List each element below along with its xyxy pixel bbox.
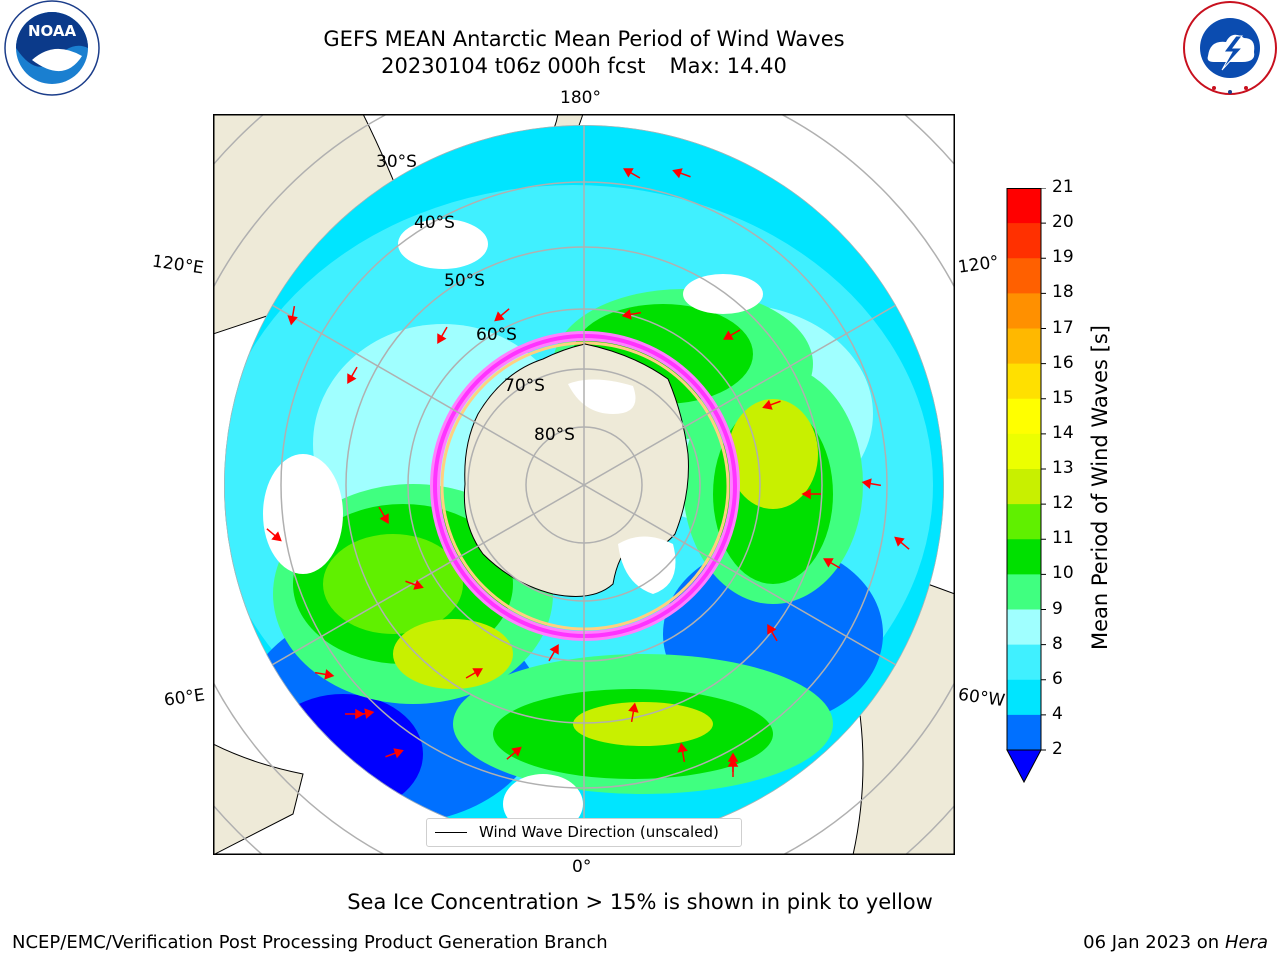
chart-title: GEFS MEAN Antarctic Mean Period of Wind …: [323, 27, 845, 51]
date-label: 06 Jan 2023 on: [1083, 932, 1220, 953]
colorbar-segment: [1007, 328, 1041, 365]
colorbar-tick-label: 6: [1052, 668, 1063, 689]
colorbar-tick-label: 15: [1052, 387, 1074, 408]
lon-label-top: 180°: [560, 88, 601, 108]
colorbar-segment: [1007, 539, 1041, 575]
colorbar-tick-label: 9: [1052, 598, 1063, 619]
colorbar-tick-label: 20: [1052, 212, 1074, 233]
colorbar-tick-label: 18: [1052, 282, 1074, 303]
wind-arrows: [266, 168, 910, 777]
colorbar: [1006, 188, 1046, 784]
lon-label-lower-left: 60°E: [162, 685, 207, 711]
colorbar-label: Mean Period of Wind Waves [s]: [1088, 325, 1112, 650]
colorbar-tick-label: 11: [1052, 528, 1074, 549]
lat-label-50s: 50°S: [444, 271, 485, 291]
colorbar-segment: [1007, 469, 1041, 505]
colorbar-extend-arrow: [1006, 749, 1042, 784]
legend-label: Wind Wave Direction (unscaled): [479, 823, 719, 841]
polar-map: [213, 114, 955, 855]
date-text: 06 Jan 2023 on Hera: [1083, 932, 1268, 953]
colorbar-segment: [1007, 363, 1041, 400]
colorbar-segment: [1007, 714, 1041, 751]
colorbar-segment: [1007, 398, 1041, 435]
colorbar-tick-label: 12: [1052, 493, 1074, 514]
lat-label-40s: 40°S: [414, 213, 455, 233]
max-value: Max: 14.40: [669, 54, 787, 78]
colorbar-tick-label: 8: [1052, 633, 1063, 654]
legend-line: [435, 832, 467, 833]
run-label: 20230104 t06z 000h fcst: [381, 54, 646, 78]
sea-ice-note: Sea Ice Concentration > 15% is shown in …: [347, 890, 933, 914]
lon-label-lower-right: 60°W: [956, 684, 1007, 712]
colorbar-tick-label: 10: [1052, 563, 1074, 584]
nws-logo: [1183, 1, 1277, 95]
colorbar-tick-label: 16: [1052, 352, 1074, 373]
chart-subtitle: 20230104 t06z 000h fcst Max: 14.40: [0, 53, 1168, 80]
lat-label-80s: 80°S: [534, 425, 575, 445]
credit-text: NCEP/EMC/Verification Post Processing Pr…: [12, 932, 608, 953]
colorbar-segment: [1007, 679, 1041, 716]
colorbar-tick-label: 2: [1052, 739, 1063, 759]
svg-text:NOAA: NOAA: [28, 22, 77, 40]
colorbar-tick-label: 4: [1052, 703, 1063, 724]
ice-shelf-weddell: [618, 536, 676, 594]
ice-shelf-white: [568, 379, 636, 414]
colorbar-segment: [1007, 258, 1041, 294]
lat-label-60s: 60°S: [476, 325, 517, 345]
lat-label-30s: 30°S: [376, 152, 417, 172]
lat-label-70s: 70°S: [504, 376, 545, 396]
colorbar-segment: [1007, 433, 1041, 470]
noaa-logo: NOAA: [4, 0, 100, 96]
colorbar-segment: [1007, 293, 1041, 329]
colorbar-segment: [1007, 574, 1041, 610]
land-africa-lower-left: [213, 743, 304, 855]
host-label: Hera: [1224, 932, 1268, 953]
lon-label-upper-left: 120°E: [150, 251, 205, 279]
colorbar-segment: [1007, 609, 1041, 646]
colorbar-segment: [1007, 223, 1041, 259]
colorbar-tick-label: 21: [1052, 177, 1074, 197]
lon-label-bottom: 0°: [572, 857, 592, 877]
colorbar-tick-label: 19: [1052, 247, 1074, 268]
colorbar-tick-label: 13: [1052, 458, 1074, 478]
colorbar-tick-label: 14: [1052, 422, 1074, 443]
colorbar-tick-label: 17: [1052, 317, 1074, 338]
colorbar-segment: [1007, 188, 1041, 224]
lon-label-upper-right: 120°: [956, 252, 1001, 278]
map-legend: Wind Wave Direction (unscaled): [426, 818, 742, 847]
colorbar-segment: [1007, 644, 1041, 681]
colorbar-segment: [1007, 504, 1041, 540]
